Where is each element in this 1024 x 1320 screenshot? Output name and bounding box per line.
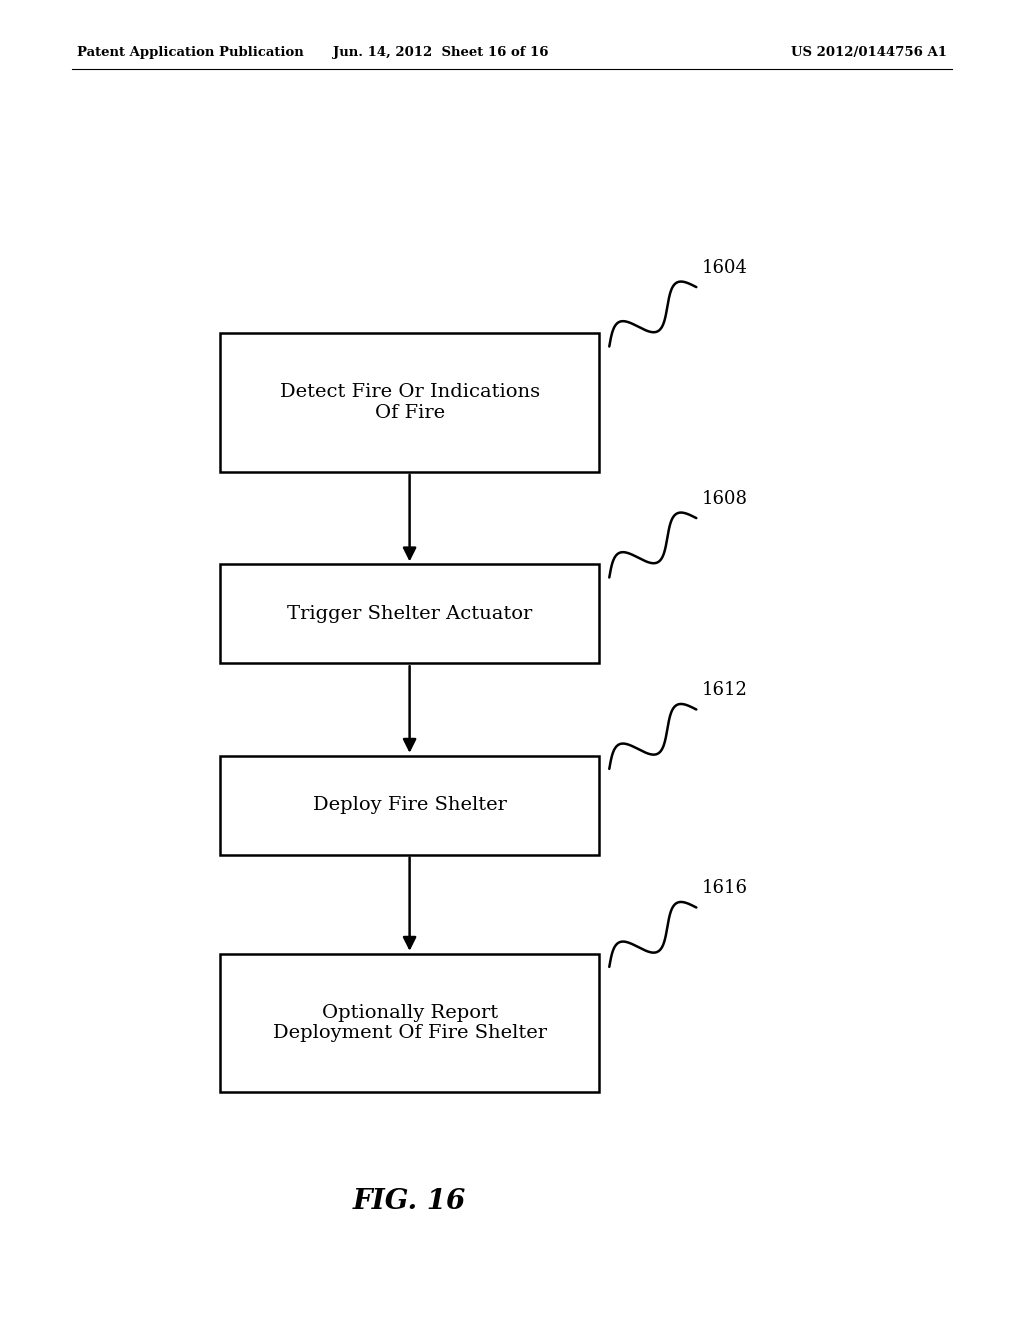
Bar <box>220 755 599 855</box>
Bar <box>220 565 599 663</box>
Text: Optionally Report
Deployment Of Fire Shelter: Optionally Report Deployment Of Fire She… <box>272 1003 547 1043</box>
Text: 1612: 1612 <box>701 681 748 700</box>
Text: Deploy Fire Shelter: Deploy Fire Shelter <box>312 796 507 814</box>
Bar <box>220 334 599 473</box>
Text: Trigger Shelter Actuator: Trigger Shelter Actuator <box>287 605 532 623</box>
Text: 1604: 1604 <box>701 259 748 277</box>
Text: Detect Fire Or Indications
Of Fire: Detect Fire Or Indications Of Fire <box>280 383 540 422</box>
Text: 1616: 1616 <box>701 879 748 898</box>
Text: 1608: 1608 <box>701 490 748 507</box>
Text: US 2012/0144756 A1: US 2012/0144756 A1 <box>792 46 947 59</box>
Text: Jun. 14, 2012  Sheet 16 of 16: Jun. 14, 2012 Sheet 16 of 16 <box>333 46 548 59</box>
Text: FIG. 16: FIG. 16 <box>353 1188 466 1214</box>
Bar <box>220 953 599 1093</box>
Text: Patent Application Publication: Patent Application Publication <box>77 46 303 59</box>
